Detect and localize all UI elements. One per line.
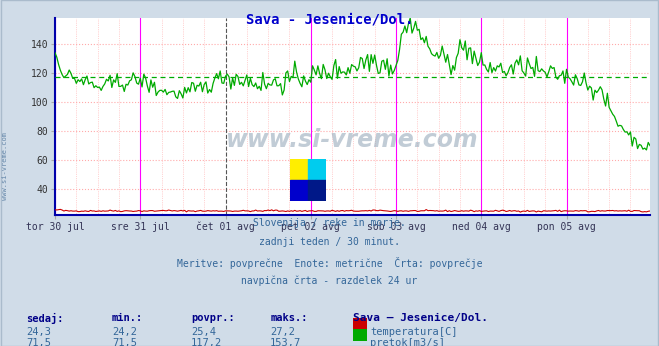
Text: navpična črta - razdelek 24 ur: navpična črta - razdelek 24 ur: [241, 275, 418, 286]
Text: temperatura[C]: temperatura[C]: [370, 327, 458, 337]
Text: 24,2: 24,2: [112, 327, 137, 337]
Bar: [308, 180, 326, 201]
Text: povpr.:: povpr.:: [191, 313, 235, 323]
Bar: [290, 180, 308, 201]
Text: 153,7: 153,7: [270, 338, 301, 346]
Bar: [308, 159, 326, 180]
Text: 71,5: 71,5: [112, 338, 137, 346]
Text: Sava – Jesenice/Dol.: Sava – Jesenice/Dol.: [353, 313, 488, 323]
Text: 117,2: 117,2: [191, 338, 222, 346]
Bar: [290, 159, 308, 180]
Text: Meritve: povprečne  Enote: metrične  Črta: povprečje: Meritve: povprečne Enote: metrične Črta:…: [177, 256, 482, 268]
Text: min.:: min.:: [112, 313, 143, 323]
Text: 27,2: 27,2: [270, 327, 295, 337]
Text: 71,5: 71,5: [26, 338, 51, 346]
Text: Slovenija / reke in morje.: Slovenija / reke in morje.: [253, 218, 406, 228]
Text: 25,4: 25,4: [191, 327, 216, 337]
Text: sedaj:: sedaj:: [26, 313, 64, 324]
Text: 24,3: 24,3: [26, 327, 51, 337]
Text: www.si-vreme.com: www.si-vreme.com: [226, 128, 479, 152]
Text: www.si-vreme.com: www.si-vreme.com: [2, 132, 9, 200]
Text: maks.:: maks.:: [270, 313, 308, 323]
Text: Sava - Jesenice/Dol.: Sava - Jesenice/Dol.: [246, 12, 413, 26]
Text: pretok[m3/s]: pretok[m3/s]: [370, 338, 445, 346]
Text: zadnji teden / 30 minut.: zadnji teden / 30 minut.: [259, 237, 400, 247]
